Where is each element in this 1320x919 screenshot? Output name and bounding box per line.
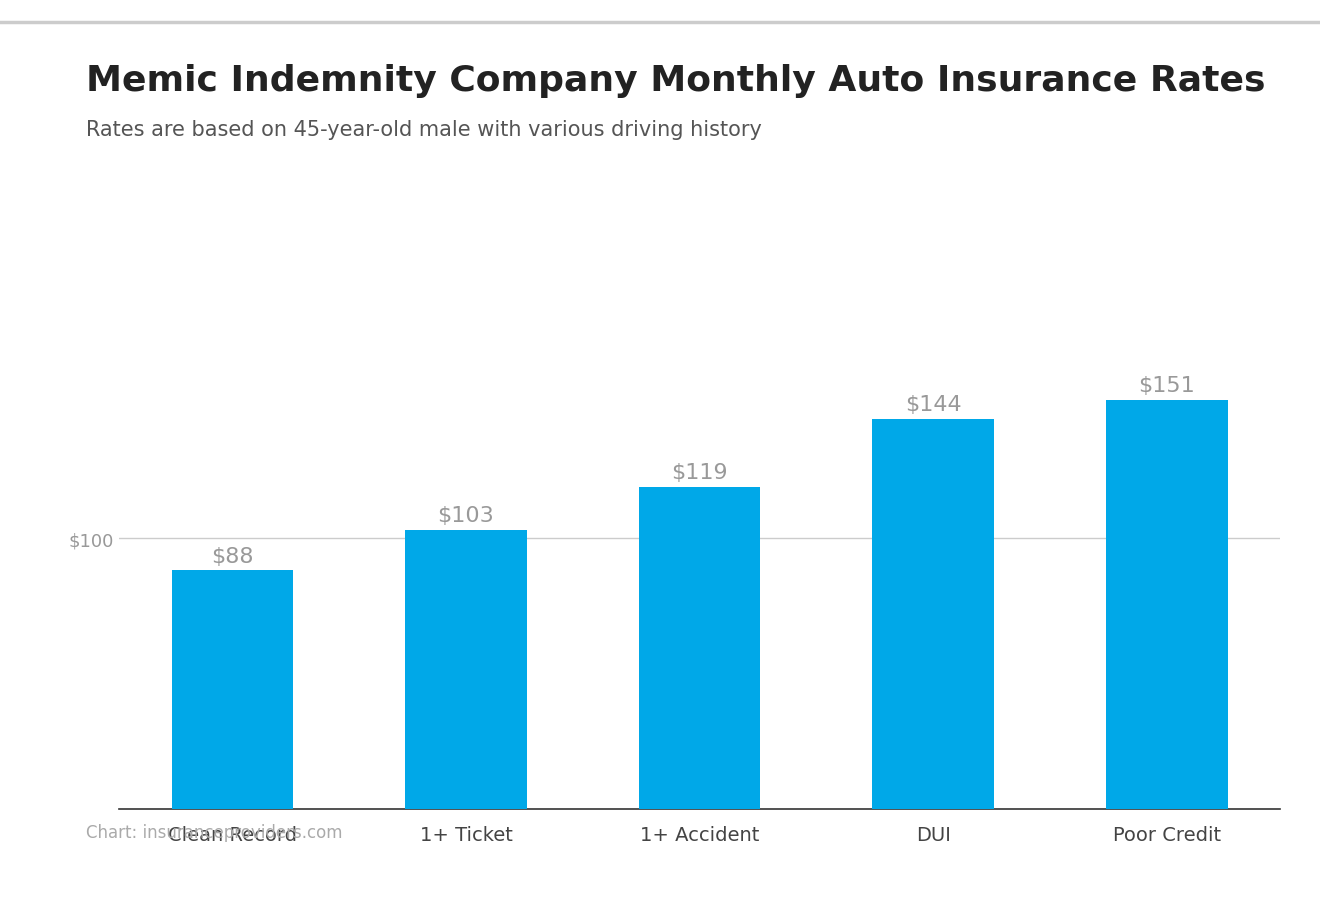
Text: $88: $88 — [211, 546, 253, 566]
Text: $103: $103 — [438, 505, 495, 526]
Bar — [172, 571, 293, 809]
Text: Chart: insuranceproviders.com: Chart: insuranceproviders.com — [86, 823, 342, 841]
Text: $144: $144 — [906, 394, 961, 414]
Text: Memic Indemnity Company Monthly Auto Insurance Rates: Memic Indemnity Company Monthly Auto Ins… — [86, 64, 1266, 98]
Text: $119: $119 — [672, 462, 727, 482]
Text: $151: $151 — [1138, 376, 1195, 396]
Bar — [873, 419, 994, 809]
Bar — [405, 530, 527, 809]
Text: Rates are based on 45-year-old male with various driving history: Rates are based on 45-year-old male with… — [86, 119, 762, 140]
Bar — [639, 487, 760, 809]
Bar — [1106, 401, 1228, 809]
